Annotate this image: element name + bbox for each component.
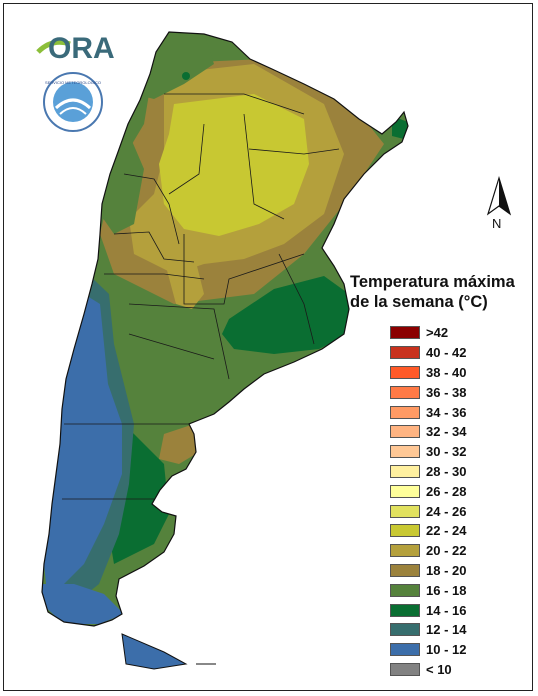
- legend-label: 24 - 26: [426, 503, 467, 519]
- zone-nw-spot: [182, 72, 190, 80]
- legend-label: 32 - 34: [426, 424, 467, 440]
- legend-swatch: [390, 544, 420, 558]
- ora-logo-swoosh: [36, 39, 71, 54]
- legend-item: 12 - 14: [390, 620, 520, 640]
- legend-items: >42 40 - 42 38 - 40 36 - 38 34 - 36 32 - 34 30…: [390, 323, 520, 679]
- legend-swatch: [390, 484, 420, 498]
- legend-swatch: [390, 445, 420, 459]
- legend-swatch: [390, 583, 420, 597]
- legend-label: 18 - 20: [426, 562, 467, 578]
- zone-yellow-center: [159, 94, 309, 236]
- legend-label: 38 - 40: [426, 364, 467, 380]
- legend-label: >42: [426, 325, 449, 341]
- legend-title-line1: Temperatura máxima: [350, 273, 515, 291]
- legend-label: 20 - 22: [426, 543, 467, 559]
- temperature-map: ORA SERVICIO METEOROLOGICO: [36, 31, 409, 670]
- zone-south-tip-blue: [42, 584, 124, 624]
- legend-item: 38 - 40: [390, 363, 520, 383]
- smn-seal-text: SERVICIO METEOROLOGICO: [45, 80, 101, 85]
- map-frame: ORA SERVICIO METEOROLOGICO: [3, 3, 533, 691]
- zone-brown-south: [159, 424, 199, 464]
- ora-logo-text: ORA: [48, 32, 115, 65]
- legend-swatch: [390, 425, 420, 439]
- legend-label: 28 - 30: [426, 463, 467, 479]
- zone-andes-blue: [44, 294, 122, 604]
- legend-swatch: [390, 504, 420, 518]
- legend-item: 32 - 34: [390, 422, 520, 442]
- legend-swatch: [390, 563, 420, 577]
- legend-swatch: [390, 643, 420, 657]
- legend-item: 34 - 36: [390, 402, 520, 422]
- legend-item: 26 - 28: [390, 481, 520, 501]
- legend-item: 40 - 42: [390, 343, 520, 363]
- legend-item: 22 - 24: [390, 521, 520, 541]
- smn-seal: SERVICIO METEOROLOGICO: [43, 72, 103, 132]
- legend-label: 16 - 18: [426, 582, 467, 598]
- legend-label: 30 - 32: [426, 444, 467, 460]
- legend-swatch: [390, 365, 420, 379]
- legend-label: 40 - 42: [426, 345, 467, 361]
- legend-swatch: [390, 524, 420, 538]
- legend-label: 14 - 16: [426, 602, 467, 618]
- legend-title: Temperatura máxima de la semana (°C): [350, 272, 520, 312]
- legend-swatch: [390, 326, 420, 340]
- legend-item: 20 - 22: [390, 541, 520, 561]
- legend-label: 36 - 38: [426, 384, 467, 400]
- legend-label: 22 - 24: [426, 523, 467, 539]
- legend-swatch: [390, 603, 420, 617]
- legend-swatch: [390, 662, 420, 676]
- legend-swatch: [390, 464, 420, 478]
- legend-item: 14 - 16: [390, 600, 520, 620]
- legend-item: < 10: [390, 660, 520, 680]
- legend-item: 24 - 26: [390, 501, 520, 521]
- country-outline: [41, 31, 409, 627]
- legend-swatch: [390, 623, 420, 637]
- legend: Temperatura máxima de la semana (°C) >42…: [350, 272, 520, 679]
- legend-label: 26 - 28: [426, 483, 467, 499]
- zone-atlantic-dark-green: [222, 276, 349, 354]
- legend-label: 12 - 14: [426, 622, 467, 638]
- legend-item: 30 - 32: [390, 442, 520, 462]
- north-arrow-icon: [486, 176, 512, 216]
- province-boundaries: [62, 93, 340, 500]
- legend-item: 10 - 12: [390, 640, 520, 660]
- legend-item: 28 - 30: [390, 462, 520, 482]
- legend-label: 10 - 12: [426, 642, 467, 658]
- legend-item: >42: [390, 323, 520, 343]
- legend-label: 34 - 36: [426, 404, 467, 420]
- legend-swatch: [390, 346, 420, 360]
- legend-label: < 10: [426, 661, 452, 677]
- legend-item: 36 - 38: [390, 382, 520, 402]
- tierra-del-fuego: [121, 633, 188, 670]
- legend-item: 16 - 18: [390, 580, 520, 600]
- legend-title-line2: de la semana (°C): [350, 293, 488, 311]
- legend-item: 18 - 20: [390, 561, 520, 581]
- north-label: N: [492, 216, 502, 231]
- legend-swatch: [390, 405, 420, 419]
- ora-logo: ORA: [36, 32, 115, 65]
- legend-swatch: [390, 385, 420, 399]
